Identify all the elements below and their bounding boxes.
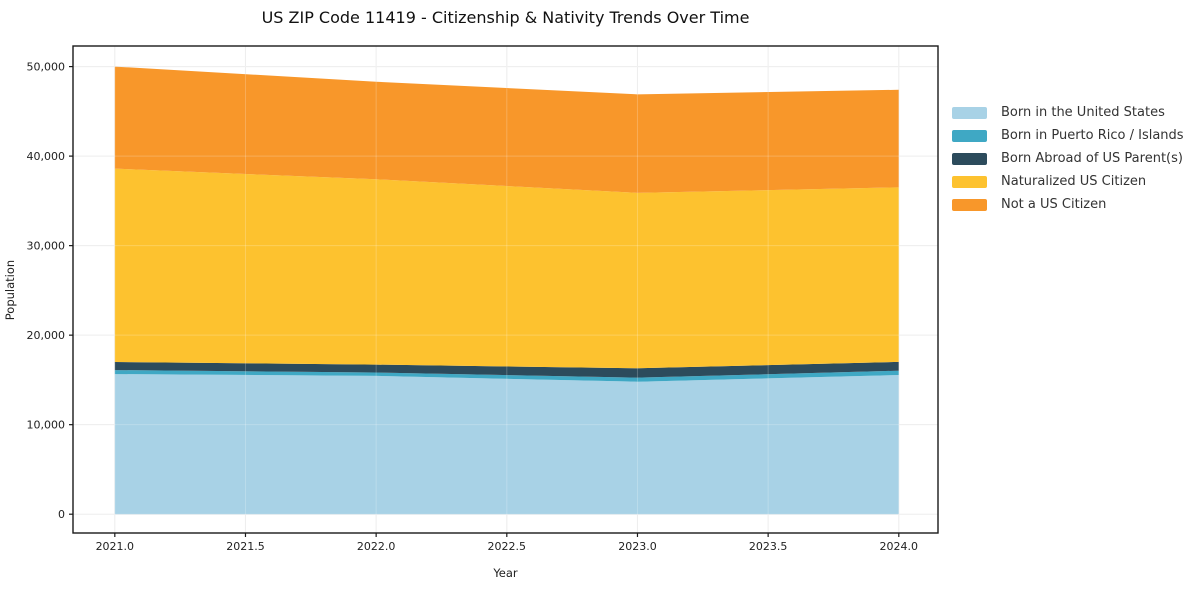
area-not-a-us-citizen <box>114 66 899 193</box>
legend-label: Born in the United States <box>1001 105 1165 120</box>
legend-label: Naturalized US Citizen <box>1001 174 1147 189</box>
legend-swatch <box>952 198 987 211</box>
x-tick-label: 2022.0 <box>357 540 396 553</box>
y-tick-label: 10,000 <box>27 419 66 432</box>
y-tick-label: 30,000 <box>27 240 66 253</box>
legend-label: Born Abroad of US Parent(s) <box>1001 151 1183 166</box>
legend-swatch <box>952 106 987 119</box>
x-tick-label: 2022.5 <box>488 540 527 553</box>
legend-item: Born in Puerto Rico / Islands <box>952 127 1184 144</box>
legend-item: Born in the United States <box>952 104 1184 121</box>
legend-label: Born in Puerto Rico / Islands <box>1001 128 1184 143</box>
area-naturalized-us-citizen <box>114 168 899 369</box>
y-axis-label: Population <box>3 259 17 321</box>
legend-swatch <box>952 129 987 142</box>
x-tick-label: 2024.0 <box>880 540 919 553</box>
y-tick-label: 40,000 <box>27 150 66 163</box>
x-tick-label: 2023.5 <box>749 540 788 553</box>
x-tick-label: 2021.5 <box>226 540 265 553</box>
legend: Born in the United States Born in Puerto … <box>952 104 1184 213</box>
legend-swatch <box>952 175 987 188</box>
y-tick-label: 0 <box>58 508 65 521</box>
area-born-in-the-united-states <box>114 374 899 515</box>
legend-item: Born Abroad of US Parent(s) <box>952 150 1184 167</box>
legend-item: Naturalized US Citizen <box>952 173 1184 190</box>
area-born-abroad-of-us-parent-s <box>114 361 899 378</box>
y-tick-label: 50,000 <box>27 61 66 74</box>
axes-spine <box>72 45 939 534</box>
chart-title: US ZIP Code 11419 - Citizenship & Nativi… <box>261 8 750 27</box>
y-tick-label: 20,000 <box>27 329 66 342</box>
legend-swatch <box>952 152 987 165</box>
area-born-in-puerto-rico-islands <box>114 370 899 382</box>
legend-item: Not a US Citizen <box>952 196 1184 213</box>
x-axis-label: Year <box>493 566 518 580</box>
x-tick-label: 2023.0 <box>618 540 657 553</box>
x-tick-label: 2021.0 <box>96 540 135 553</box>
legend-label: Not a US Citizen <box>1001 197 1107 212</box>
